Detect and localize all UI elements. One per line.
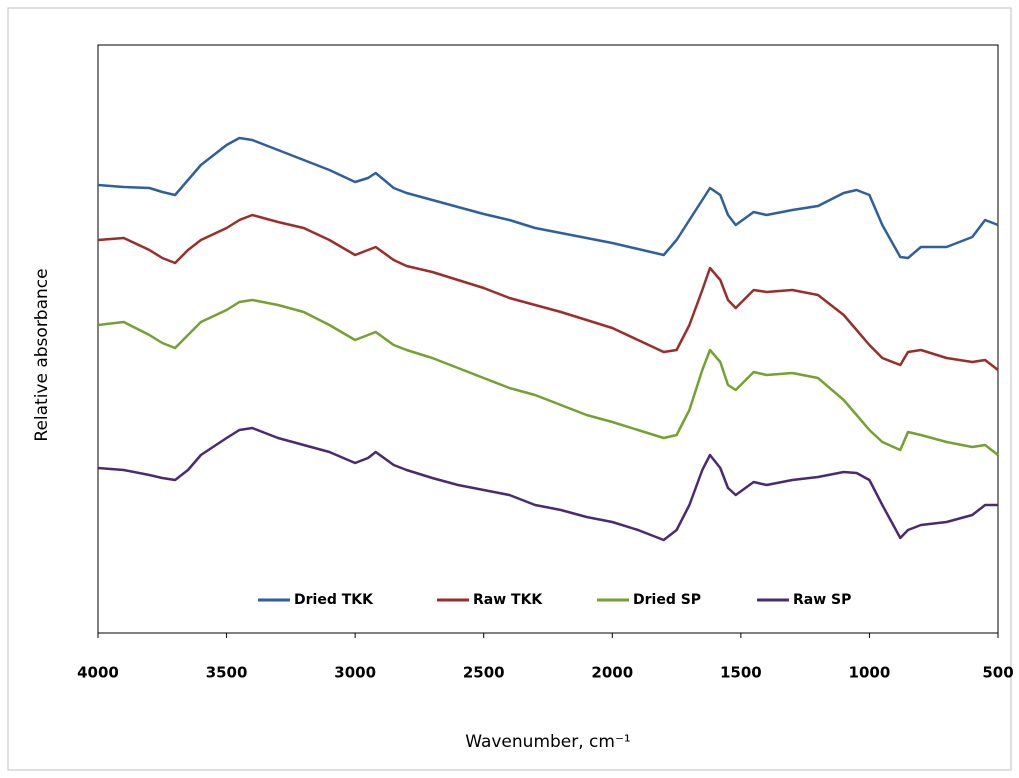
x-tick-label: 2500 (463, 664, 505, 682)
legend-label: Dried TKK (294, 592, 374, 608)
x-tick-label: 1500 (720, 664, 762, 682)
series-line (97, 298, 999, 456)
x-tick-label: 3000 (334, 664, 376, 682)
series-line (97, 426, 998, 542)
plot-area (97, 44, 999, 634)
x-tick-label: 3500 (206, 664, 248, 682)
x-tick-label: 4000 (77, 664, 119, 682)
x-tick-label: 500 (982, 664, 1013, 682)
x-axis-label: Wavenumber, cm⁻¹ (465, 732, 631, 752)
legend-label: Raw SP (793, 592, 851, 608)
series-line (97, 136, 999, 260)
x-tick-label: 2000 (591, 664, 633, 682)
legend-label: Raw TKK (473, 592, 543, 608)
y-axis-label: Relative absorbance (32, 268, 52, 441)
series-line (97, 213, 999, 371)
legend-label: Dried SP (633, 592, 701, 608)
x-tick-label: 1000 (849, 664, 891, 682)
